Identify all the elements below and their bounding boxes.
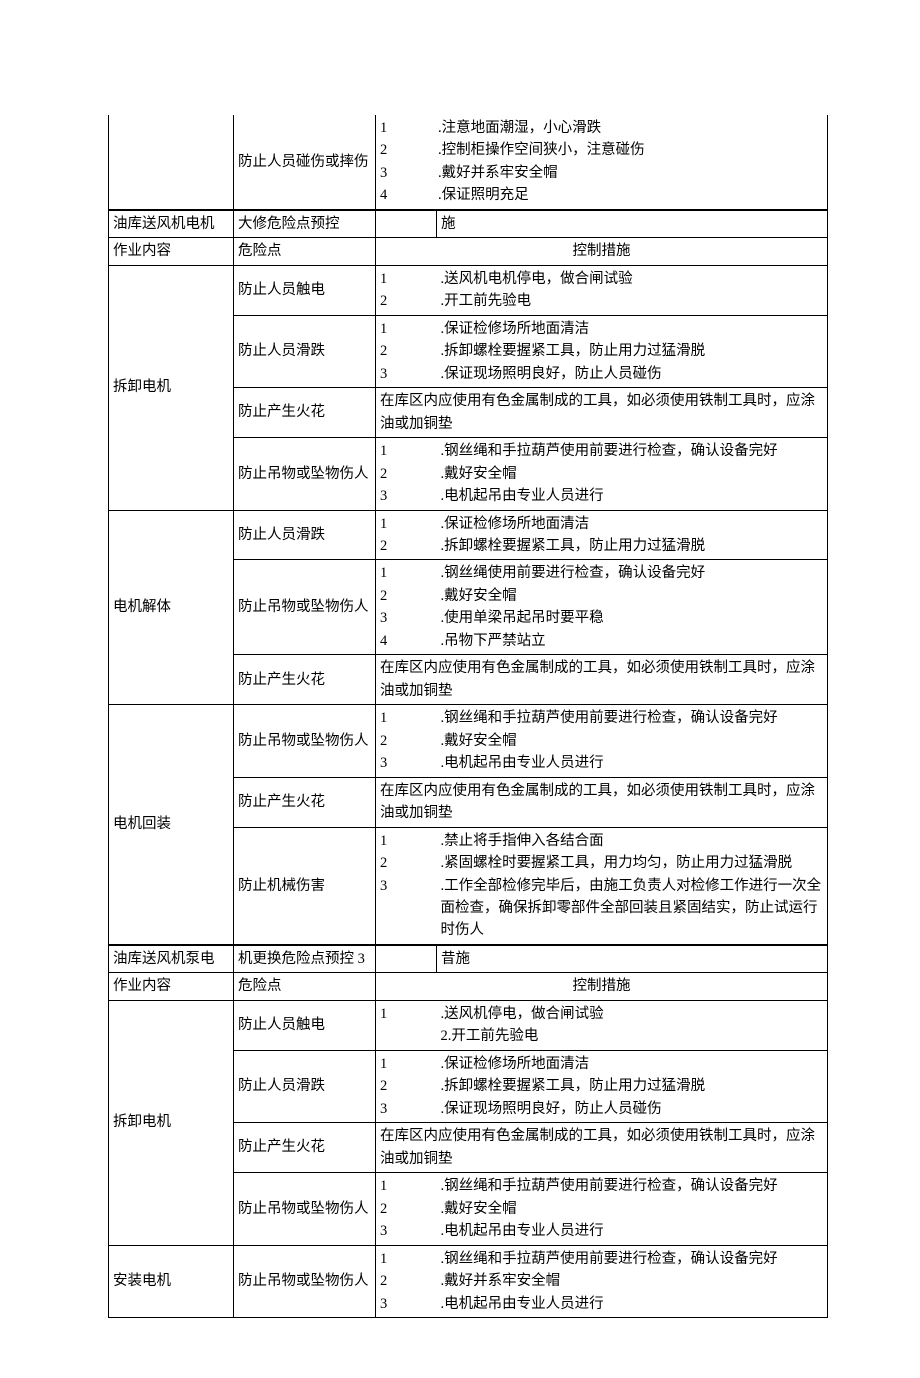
section-title-cell <box>376 210 437 237</box>
header-task: 作业内容 <box>109 973 234 1000</box>
section-title-cell: 施 <box>437 210 828 237</box>
section-title-row: 油库送风机电机 大修危险点预控 施 <box>109 210 828 237</box>
num-cell: 1 2 3 <box>376 827 437 944</box>
table-row: 防止人员碰伤或摔伤 1 2 3 4 .注意地面潮湿，小心滑跌 .控制柜操作空间狭… <box>109 115 828 209</box>
section-title-cell: 大修危险点预控 <box>234 210 376 237</box>
table-row: 电机解体防止人员滑跌1 2.保证检修场所地面清洁 .拆卸螺栓要握紧工具，防止用力… <box>109 510 828 560</box>
header-hazard: 危险点 <box>234 238 376 265</box>
table-row: 拆卸电机防止人员触电1.送风机停电，做合闸试验 2.开工前先验电 <box>109 1000 828 1050</box>
measure-cell: .保证检修场所地面清洁 .拆卸螺栓要握紧工具，防止用力过猛滑脱 <box>437 510 828 560</box>
section-title-cell: 油库送风机泵电 <box>109 945 234 972</box>
measure-cell: .钢丝绳和手拉葫芦使用前要进行检查，确认设备完好 .戴好安全帽 .电机起吊由专业… <box>437 438 828 510</box>
num-cell: 1 2 3 <box>376 438 437 510</box>
hazard-cell: 防止吊物或坠物伤人 <box>234 1245 376 1317</box>
header-task: 作业内容 <box>109 238 234 265</box>
measure-cell: .保证检修场所地面清洁 .拆卸螺栓要握紧工具，防止用力过猛滑脱 .保证现场照明良… <box>437 1050 828 1122</box>
measure-cell: .钢丝绳使用前要进行检查，确认设备完好 .戴好安全帽 .使用单梁吊起吊时要平稳 … <box>437 560 828 655</box>
task-cell: 拆卸电机 <box>109 1000 234 1245</box>
section-title-cell <box>376 945 437 972</box>
header-hazard: 危险点 <box>234 973 376 1000</box>
hazard-cell: 防止机械伤害 <box>234 827 376 944</box>
task-cell: 电机解体 <box>109 510 234 705</box>
measure-cell: .保证检修场所地面清洁 .拆卸螺栓要握紧工具，防止用力过猛滑脱 .保证现场照明良… <box>437 315 828 387</box>
hazard-cell: 防止产生火花 <box>234 388 376 438</box>
hazard-cell: 防止人员滑跌 <box>234 1050 376 1122</box>
task-cell: 电机回装 <box>109 705 234 945</box>
top-continuation-table: 防止人员碰伤或摔伤 1 2 3 4 .注意地面潮湿，小心滑跌 .控制柜操作空间狭… <box>108 115 828 210</box>
hazard-cell: 防止人员碰伤或摔伤 <box>234 115 376 209</box>
task-cell <box>109 115 234 209</box>
table-row: 安装电机防止吊物或坠物伤人1 2 3.钢丝绳和手拉葫芦使用前要进行检查，确认设备… <box>109 1245 828 1317</box>
num-cell: 1 2 3 4 <box>376 115 435 209</box>
table-row: 拆卸电机防止人员触电1 2.送风机电机停电，做合闸试验 .开工前先验电 <box>109 265 828 315</box>
num-cell: 1 2 3 <box>376 315 437 387</box>
measure-cell: .钢丝绳和手拉葫芦使用前要进行检查，确认设备完好 .戴好安全帽 .电机起吊由专业… <box>437 1173 828 1245</box>
measure-cell: .注意地面潮湿，小心滑跌 .控制柜操作空间狭小，注意碰伤 .戴好并系牢安全帽 .… <box>434 115 828 209</box>
measure-cell: .钢丝绳和手拉葫芦使用前要进行检查，确认设备完好 .戴好安全帽 .电机起吊由专业… <box>437 705 828 777</box>
hazard-cell: 防止产生火花 <box>234 655 376 705</box>
hazard-cell: 防止产生火花 <box>234 1123 376 1173</box>
table-row: 电机回装防止吊物或坠物伤人1 2 3.钢丝绳和手拉葫芦使用前要进行检查，确认设备… <box>109 705 828 777</box>
document-page: 防止人员碰伤或摔伤 1 2 3 4 .注意地面潮湿，小心滑跌 .控制柜操作空间狭… <box>108 115 828 1318</box>
section-title-cell: 机更换危险点预控 3 <box>234 945 376 972</box>
num-cell: 1 2 3 <box>376 1173 437 1245</box>
measure-cell: 在库区内应使用有色金属制成的工具，如必须使用铁制工具时，应涂油或加铜垫 <box>376 1123 828 1173</box>
hazard-cell: 防止人员触电 <box>234 265 376 315</box>
measure-cell: .钢丝绳和手拉葫芦使用前要进行检查，确认设备完好 .戴好并系牢安全帽 .电机起吊… <box>437 1245 828 1317</box>
header-row: 作业内容 危险点 控制措施 <box>109 973 828 1000</box>
num-cell: 1 2 <box>376 510 437 560</box>
section2-table: 油库送风机电机 大修危险点预控 施 作业内容 危险点 控制措施 拆卸电机防止人员… <box>108 210 828 945</box>
measure-cell: 在库区内应使用有色金属制成的工具，如必须使用铁制工具时，应涂油或加铜垫 <box>376 655 828 705</box>
num-cell: 1 2 3 <box>376 1245 437 1317</box>
num-cell: 1 2 3 4 <box>376 560 437 655</box>
hazard-cell: 防止吊物或坠物伤人 <box>234 705 376 777</box>
num-cell: 1 <box>376 1000 437 1050</box>
measure-cell: .禁止将手指伸入各结合面 .紧固螺栓时要握紧工具，用力均匀，防止用力过猛滑脱 .… <box>437 827 828 944</box>
header-row: 作业内容 危险点 控制措施 <box>109 238 828 265</box>
section-title-cell: 昔施 <box>437 945 828 972</box>
hazard-cell: 防止吊物或坠物伤人 <box>234 438 376 510</box>
hazard-cell: 防止产生火花 <box>234 777 376 827</box>
measure-cell: .送风机停电，做合闸试验 2.开工前先验电 <box>437 1000 828 1050</box>
header-measure: 控制措施 <box>376 973 828 1000</box>
measure-cell: .送风机电机停电，做合闸试验 .开工前先验电 <box>437 265 828 315</box>
task-cell: 安装电机 <box>109 1245 234 1317</box>
section-title-cell: 油库送风机电机 <box>109 210 234 237</box>
section3-table: 油库送风机泵电 机更换危险点预控 3 昔施 作业内容 危险点 控制措施 拆卸电机… <box>108 945 828 1318</box>
section-title-row: 油库送风机泵电 机更换危险点预控 3 昔施 <box>109 945 828 972</box>
hazard-cell: 防止吊物或坠物伤人 <box>234 560 376 655</box>
num-cell: 1 2 <box>376 265 437 315</box>
hazard-cell: 防止人员触电 <box>234 1000 376 1050</box>
measure-cell: 在库区内应使用有色金属制成的工具，如必须使用铁制工具时，应涂油或加铜垫 <box>376 777 828 827</box>
hazard-cell: 防止吊物或坠物伤人 <box>234 1173 376 1245</box>
hazard-cell: 防止人员滑跌 <box>234 510 376 560</box>
num-cell: 1 2 3 <box>376 705 437 777</box>
measure-cell: 在库区内应使用有色金属制成的工具，如必须使用铁制工具时，应涂油或加铜垫 <box>376 388 828 438</box>
num-cell: 1 2 3 <box>376 1050 437 1122</box>
hazard-cell: 防止人员滑跌 <box>234 315 376 387</box>
header-measure: 控制措施 <box>376 238 828 265</box>
task-cell: 拆卸电机 <box>109 265 234 510</box>
